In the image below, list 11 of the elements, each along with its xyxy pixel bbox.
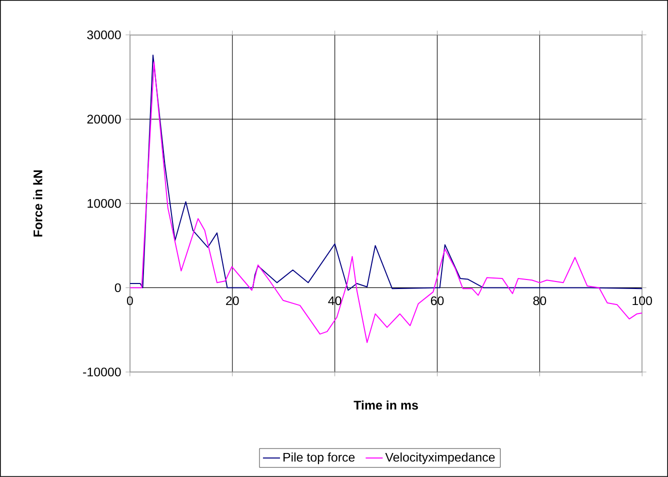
- y-axis-title: Force in kN: [33, 170, 42, 237]
- legend-label: Velocityximpedance: [385, 452, 495, 464]
- y-tick-label: -10000: [83, 368, 121, 376]
- y-tick-label: 30000: [87, 30, 121, 40]
- y-tick-label: 20000: [87, 114, 121, 124]
- y-tick-label: 10000: [88, 199, 121, 208]
- x-tick-label: 100: [632, 296, 652, 306]
- y-tick-label: 0: [114, 283, 121, 292]
- x-tick-label: 0: [126, 296, 133, 306]
- x-axis-title: Time in ms: [354, 400, 418, 410]
- legend-label: Pile top force: [284, 452, 355, 464]
